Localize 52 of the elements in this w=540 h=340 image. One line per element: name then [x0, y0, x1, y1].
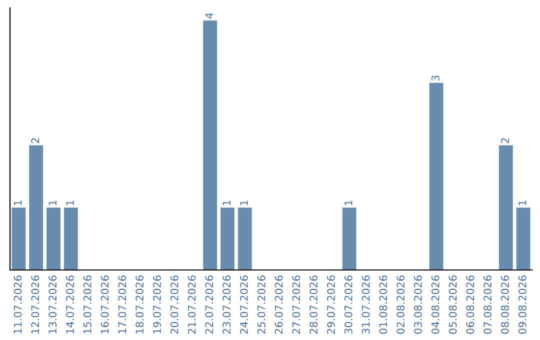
x-tick-label: 22.07.2026 — [205, 276, 214, 334]
x-tick-label: 27.07.2026 — [292, 276, 300, 334]
data-label: 1 — [518, 200, 526, 206]
x-tick-label: 15.07.2026 — [83, 276, 92, 334]
data-label: 2 — [31, 138, 39, 144]
data-label: 1 — [240, 200, 248, 206]
x-tick-label: 04.08.2026 — [431, 276, 440, 334]
data-label: 4 — [205, 13, 213, 19]
bar — [429, 82, 444, 270]
x-tick-label: 31.07.2026 — [362, 276, 370, 334]
x-tick-label: 05.08.2026 — [448, 276, 457, 334]
x-tick-label: 02.08.2026 — [396, 276, 405, 334]
data-label: 1 — [222, 200, 230, 206]
bar — [516, 208, 530, 270]
x-tick-label: 21.07.2026 — [188, 276, 196, 334]
x-tick-label: 26.07.2026 — [274, 276, 283, 334]
data-label: 1 — [14, 200, 22, 206]
data-label: 1 — [344, 200, 352, 206]
x-tick-label: 29.07.2026 — [327, 276, 335, 334]
bar — [238, 208, 252, 270]
data-label: 3 — [431, 76, 440, 81]
bar — [12, 208, 26, 270]
x-tick-label: 16.07.2026 — [100, 276, 109, 334]
bar — [29, 145, 44, 270]
x-tick-label: 09.08.2026 — [518, 276, 526, 334]
x-tick-label: 14.07.2026 — [66, 276, 74, 334]
bar — [342, 208, 356, 270]
x-tick-label: 25.07.2026 — [257, 276, 266, 334]
x-tick-label: 11.07.2026 — [14, 276, 22, 334]
x-tick-label: 06.08.2026 — [466, 276, 474, 334]
x-tick-label: 03.08.2026 — [414, 276, 422, 334]
data-label: 1 — [48, 200, 56, 206]
bar — [46, 208, 60, 270]
x-tick-label: 01.08.2026 — [379, 276, 388, 334]
x-tick-label: 17.07.2026 — [118, 276, 126, 334]
x-tick-label: 07.08.2026 — [484, 276, 492, 334]
data-label: 1 — [66, 200, 74, 206]
x-tick-label: 30.07.2026 — [344, 276, 352, 334]
bar — [64, 208, 78, 270]
x-tick-label: 20.07.2026 — [170, 276, 178, 334]
x-tick-label: 19.07.2026 — [153, 276, 161, 334]
bar — [203, 20, 218, 270]
x-tick-label: 28.07.2026 — [310, 276, 318, 334]
x-tick-label: 18.07.2026 — [136, 276, 144, 334]
x-tick-label: 23.07.2026 — [222, 276, 231, 334]
x-tick-label: 13.07.2026 — [48, 276, 57, 334]
x-tick-label: 12.07.2026 — [31, 276, 40, 334]
data-label: 2 — [501, 138, 509, 144]
x-tick-label: 08.08.2026 — [501, 276, 509, 334]
x-tick-label: 24.07.2026 — [240, 276, 248, 334]
bar — [498, 145, 513, 270]
bar — [220, 208, 234, 270]
